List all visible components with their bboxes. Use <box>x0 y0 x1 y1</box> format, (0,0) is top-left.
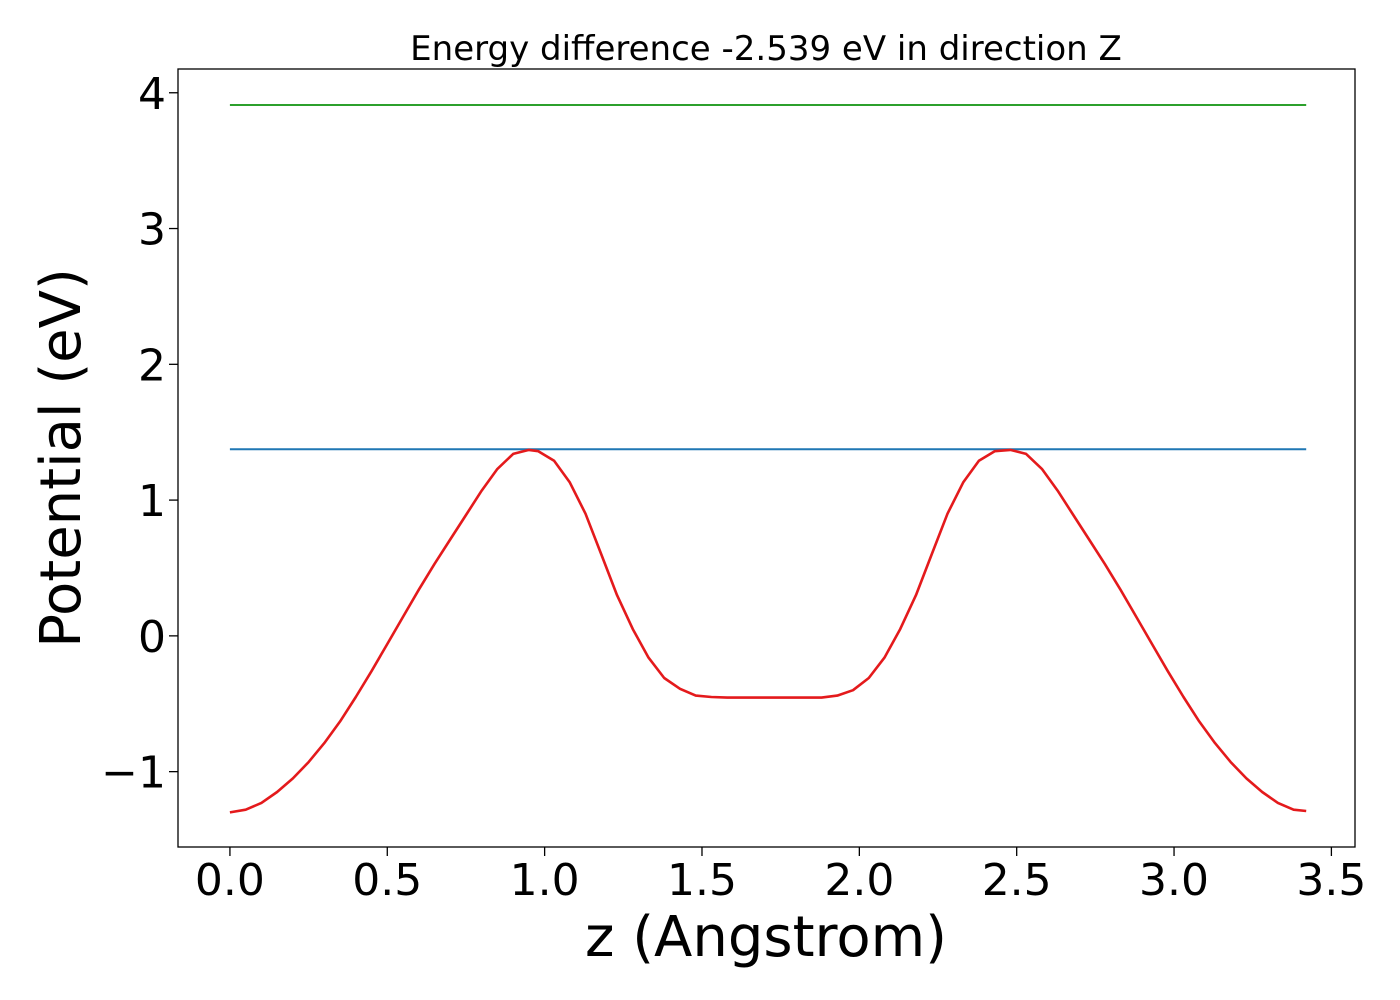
y-tick-label: 4 <box>138 69 166 120</box>
y-tick-label: −1 <box>101 748 166 799</box>
series-line-2 <box>229 448 1307 814</box>
x-axis: 0.0 0.5 1.0 1.5 2.0 2.5 3.0 3.5 <box>195 847 1366 906</box>
y-tick-label: 0 <box>138 612 166 663</box>
y-tick-label: 2 <box>138 340 166 391</box>
y-axis-label: Potential (eV) <box>29 268 94 648</box>
y-axis: −1 0 1 2 3 4 <box>101 69 178 799</box>
plot-lines <box>229 104 1307 814</box>
x-tick-label: 3.5 <box>1296 855 1366 906</box>
x-tick-label: 0.5 <box>352 855 422 906</box>
plot-frame <box>177 68 1356 848</box>
x-axis-label: z (Angstrom) <box>585 905 947 970</box>
y-tick-label: 3 <box>138 205 166 256</box>
x-tick-label: 1.5 <box>667 855 737 906</box>
x-tick-label: 2.5 <box>982 855 1052 906</box>
chart-title: Energy difference -2.539 eV in direction… <box>410 29 1122 69</box>
x-tick-label: 3.0 <box>1139 855 1209 906</box>
y-tick-label: 1 <box>138 476 166 527</box>
x-tick-label: 0.0 <box>195 855 265 906</box>
x-tick-label: 1.0 <box>510 855 580 906</box>
x-tick-label: 2.0 <box>824 855 894 906</box>
